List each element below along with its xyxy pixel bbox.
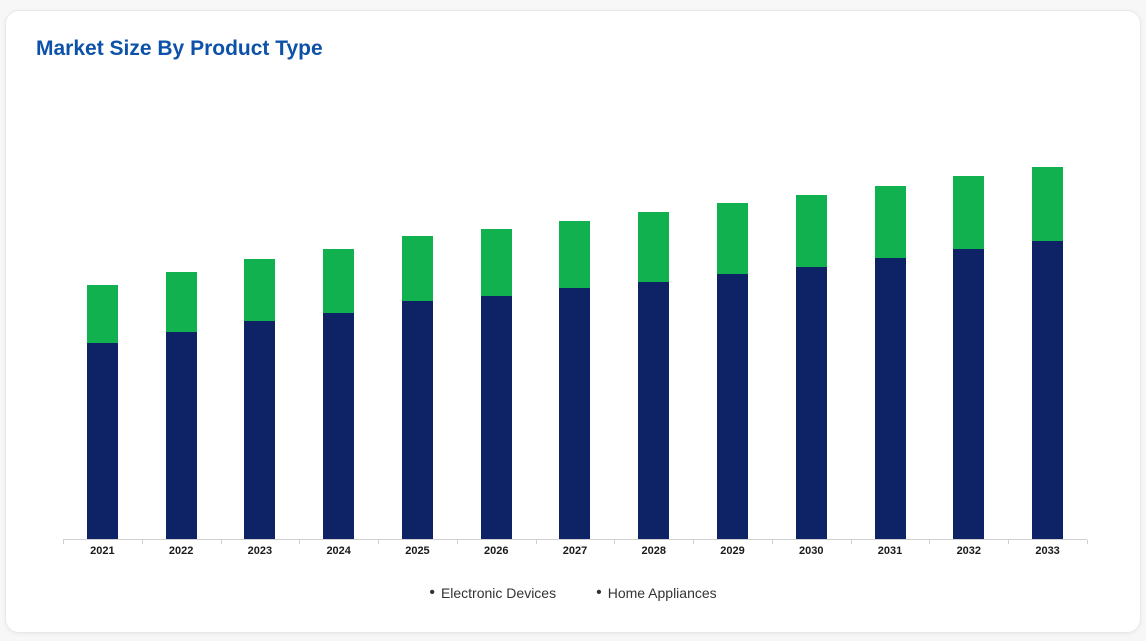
legend-item-electronic-devices[interactable]: • Electronic Devices [429, 584, 557, 602]
segment-home-appliances-2024[interactable] [323, 249, 355, 313]
bar-group-2021 [63, 11, 142, 539]
segment-home-appliances-2025[interactable] [401, 236, 433, 301]
chart-card: Market Size By Product Type 2021 2022 2023… [5, 10, 1141, 633]
plot-area [63, 11, 1087, 539]
segment-electronic-devices-2023[interactable] [244, 321, 276, 539]
segment-electronic-devices-2021[interactable] [86, 343, 118, 539]
bar-2027[interactable] [559, 221, 591, 539]
x-axis-tick [220, 540, 222, 544]
x-axis-tick [929, 540, 931, 544]
bar-2025[interactable] [401, 236, 433, 539]
legend-marker-icon: • [429, 584, 435, 601]
bar-group-2022 [142, 11, 221, 539]
x-axis-line [63, 539, 1087, 540]
x-axis-tick [1008, 540, 1010, 544]
segment-electronic-devices-2024[interactable] [323, 313, 355, 539]
segment-electronic-devices-2029[interactable] [717, 274, 748, 539]
segment-home-appliances-2028[interactable] [638, 212, 670, 282]
legend: • Electronic Devices • Home Appliances [6, 584, 1140, 602]
segment-home-appliances-2031[interactable] [874, 186, 906, 258]
x-axis-tick [141, 540, 143, 544]
x-axis-label-2033: 2033 [1035, 545, 1060, 557]
x-axis-tick [535, 540, 537, 544]
segment-electronic-devices-2025[interactable] [401, 301, 433, 539]
x-axis-tick [456, 540, 458, 544]
x-axis-label-2022: 2022 [168, 545, 194, 557]
segment-electronic-devices-2031[interactable] [874, 258, 906, 539]
bar-2021[interactable] [86, 285, 118, 539]
x-axis-label-2028: 2028 [641, 545, 666, 557]
segment-electronic-devices-2030[interactable] [795, 267, 827, 539]
segment-home-appliances-2021[interactable] [86, 285, 118, 343]
x-axis-label-2032: 2032 [956, 545, 982, 557]
segment-electronic-devices-2022[interactable] [165, 332, 197, 539]
bar-group-2024 [299, 11, 378, 539]
segment-electronic-devices-2032[interactable] [953, 249, 985, 539]
segment-home-appliances-2022[interactable] [165, 272, 197, 332]
bar-group-2025 [378, 11, 457, 539]
bar-group-2033 [1008, 11, 1087, 539]
x-axis-tick [850, 540, 852, 544]
bar-group-2027 [536, 11, 615, 539]
x-axis-tick [614, 540, 616, 544]
chart-title: Market Size By Product Type [36, 37, 323, 60]
legend-label: Home Appliances [607, 585, 717, 601]
bar-2028[interactable] [638, 212, 670, 539]
bar-2029[interactable] [717, 203, 748, 539]
bar-2030[interactable] [795, 195, 827, 539]
x-axis-label-2029: 2029 [720, 545, 745, 557]
stacked-bar-chart: 2021 2022 2023 2024 2025 2026 2027 2028 2029 2030… [63, 11, 1088, 571]
x-axis-tick [693, 540, 695, 544]
segment-electronic-devices-2033[interactable] [1032, 241, 1064, 539]
x-axis-tick [63, 540, 64, 544]
x-axis-label-2030: 2030 [799, 545, 824, 557]
legend-label: Electronic Devices [440, 585, 557, 601]
bar-group-2023 [221, 11, 300, 539]
bar-2023[interactable] [244, 259, 276, 539]
segment-home-appliances-2027[interactable] [559, 221, 591, 288]
bar-2031[interactable] [874, 186, 906, 539]
x-axis-label-2031: 2031 [877, 545, 903, 557]
bar-group-2028 [614, 11, 693, 539]
bar-group-2031 [851, 11, 930, 539]
x-axis-tick [1087, 540, 1088, 544]
x-axis-label-2021: 2021 [90, 545, 115, 557]
bar-group-2026 [457, 11, 536, 539]
x-axis-label-2025: 2025 [405, 545, 430, 557]
segment-electronic-devices-2027[interactable] [559, 288, 591, 539]
segment-home-appliances-2032[interactable] [953, 176, 985, 249]
segment-home-appliances-2033[interactable] [1032, 167, 1064, 241]
bar-2033[interactable] [1032, 167, 1064, 539]
segment-electronic-devices-2028[interactable] [638, 282, 670, 539]
x-axis-labels: 2021 2022 2023 2024 2025 2026 2027 2028 2029 2030… [63, 545, 1087, 557]
segment-home-appliances-2026[interactable] [480, 229, 512, 296]
x-axis-label-2027: 2027 [562, 545, 588, 557]
x-axis-tick [378, 540, 380, 544]
x-axis-label-2026: 2026 [483, 545, 509, 557]
bar-2024[interactable] [323, 249, 355, 539]
legend-marker-icon: • [596, 584, 602, 601]
x-axis-label-2024: 2024 [326, 545, 351, 557]
segment-electronic-devices-2026[interactable] [480, 296, 512, 539]
legend-item-home-appliances[interactable]: • Home Appliances [596, 584, 717, 602]
x-axis-tick [299, 540, 301, 544]
x-axis-label-2023: 2023 [247, 545, 273, 557]
bar-2022[interactable] [165, 272, 197, 539]
segment-home-appliances-2029[interactable] [717, 203, 748, 274]
segment-home-appliances-2023[interactable] [244, 259, 276, 321]
bar-group-2030 [772, 11, 851, 539]
bar-group-2032 [929, 11, 1008, 539]
bar-2032[interactable] [953, 176, 985, 539]
bar-group-2029 [693, 11, 772, 539]
x-axis-tick [771, 540, 773, 544]
segment-home-appliances-2030[interactable] [795, 195, 827, 267]
bar-2026[interactable] [480, 229, 512, 539]
